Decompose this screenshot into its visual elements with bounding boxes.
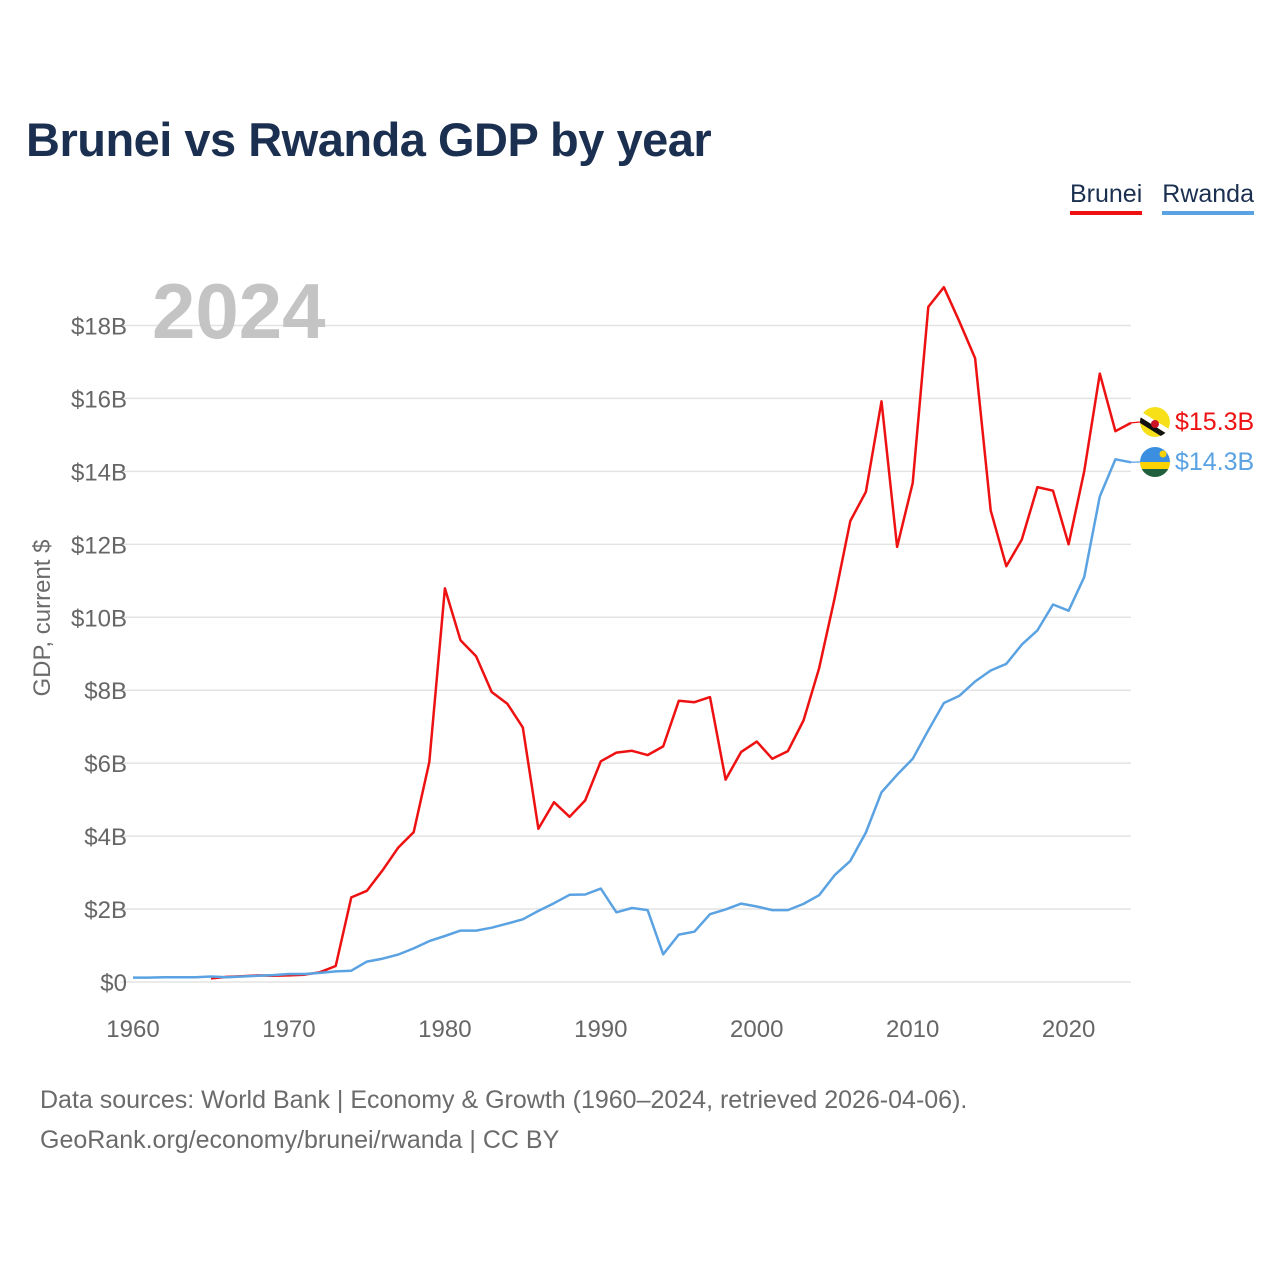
y-tick-label: $0 [100,970,127,997]
end-label-rwanda: $14.3B [1175,448,1254,476]
x-tick-label: 1990 [574,1016,627,1043]
y-tick-label: $2B [84,897,127,924]
footer: Data sources: World Bank | Economy & Gro… [40,1080,967,1160]
series-line-brunei[interactable] [210,285,1132,980]
x-tick-label: 1960 [106,1016,159,1043]
end-label-brunei: $15.3B [1175,408,1254,436]
y-tick-label: $16B [71,386,127,413]
legend: Brunei Rwanda [1070,180,1254,215]
series-line-rwanda[interactable] [133,458,1132,979]
series-lines [133,285,1132,980]
x-tick-label: 1980 [418,1016,471,1043]
y-tick-label: $10B [71,605,127,632]
end-connector-brunei [1130,421,1141,424]
legend-item-brunei[interactable]: Brunei [1070,180,1143,215]
legend-item-rwanda[interactable]: Rwanda [1162,180,1254,215]
rwanda-flag-icon [1140,447,1170,477]
x-tick-label: 2010 [886,1016,939,1043]
gridlines [120,324,1131,983]
chart-title: Brunei vs Rwanda GDP by year [26,113,712,166]
footer-source: Data sources: World Bank | Economy & Gro… [40,1086,968,1114]
chart-area: 2024 $0$2B$4B$6B$8B$10B$12B$14B$16B$18B … [29,267,1254,1043]
x-tick-label: 2020 [1042,1016,1095,1043]
x-tick-label: 2000 [730,1016,783,1043]
year-watermark: 2024 [152,267,326,355]
y-tick-label: $18B [71,313,127,340]
y-tick-label: $4B [84,824,127,851]
y-tick-label: $6B [84,751,127,778]
y-tick-label: $14B [71,459,127,486]
x-axis-ticks: 1960 1970 1980 1990 2000 2010 2020 [106,1016,1095,1043]
brunei-flag-icon [1140,407,1170,437]
y-tick-label: $12B [71,532,127,559]
end-labels: $15.3B $14.3B [1130,408,1254,476]
y-axis-ticks: $0 $2B $4B $6B $8B $10B $12B $14B $16B $18B [71,313,127,997]
x-tick-label: 1970 [262,1016,315,1043]
footer-link[interactable]: GeoRank.org/economy/brunei/rwanda | CC B… [40,1126,560,1154]
y-tick-label: $8B [84,678,127,705]
y-axis-label: GDP, current $ [29,540,56,697]
